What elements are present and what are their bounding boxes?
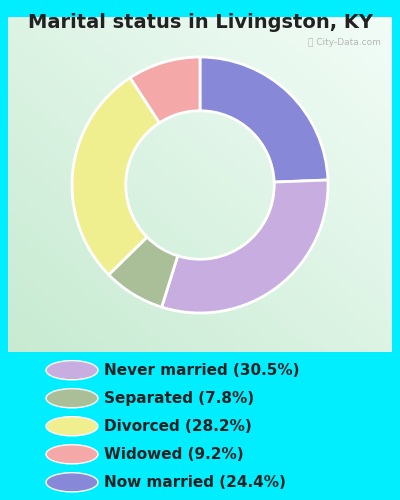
Wedge shape: [72, 78, 160, 274]
Text: Separated (7.8%): Separated (7.8%): [104, 390, 254, 406]
Wedge shape: [162, 180, 328, 313]
Circle shape: [46, 416, 98, 436]
Text: Marital status in Livingston, KY: Marital status in Livingston, KY: [28, 12, 372, 32]
Circle shape: [46, 444, 98, 464]
Wedge shape: [200, 57, 328, 182]
Circle shape: [46, 472, 98, 492]
Wedge shape: [130, 57, 200, 123]
Text: Widowed (9.2%): Widowed (9.2%): [104, 447, 244, 462]
Wedge shape: [109, 237, 178, 307]
Circle shape: [46, 360, 98, 380]
Text: ⓘ City-Data.com: ⓘ City-Data.com: [308, 38, 380, 46]
Text: Now married (24.4%): Now married (24.4%): [104, 475, 286, 490]
Text: Never married (30.5%): Never married (30.5%): [104, 362, 300, 378]
Text: Divorced (28.2%): Divorced (28.2%): [104, 419, 252, 434]
Circle shape: [46, 388, 98, 408]
